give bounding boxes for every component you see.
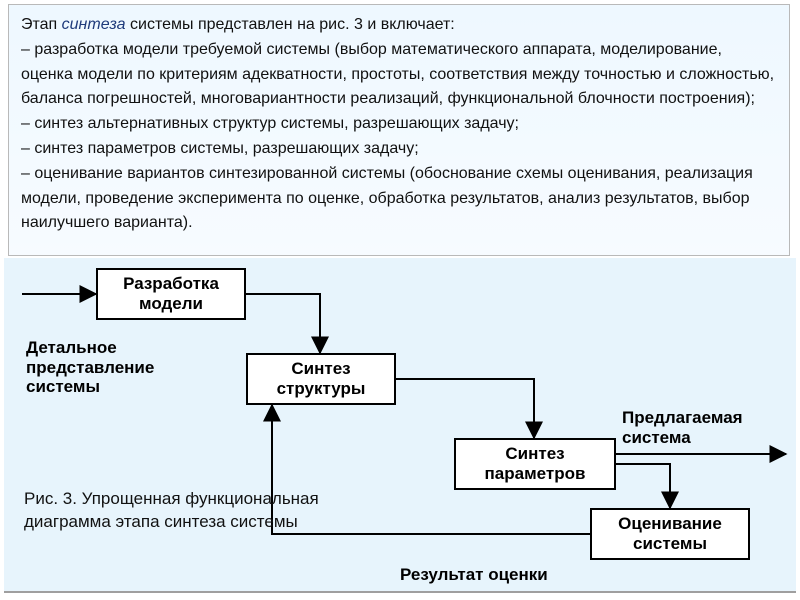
node-eval: Оцениваниесистемы <box>590 508 750 560</box>
bullet-1: – разработка модели требуемой системы (в… <box>21 38 777 112</box>
label-input: Детальноепредставлениесистемы <box>26 338 154 397</box>
node-label: Разработкамодели <box>123 274 219 313</box>
node-param-synth: Синтезпараметров <box>454 438 616 490</box>
node-label: Синтезструктуры <box>277 359 366 398</box>
intro-synth: синтеза <box>62 16 126 33</box>
bullet-4: – оценивание вариантов синтезированной с… <box>21 162 777 236</box>
intro-post: системы представлен на рис. 3 и включает… <box>126 16 455 33</box>
node-label: Синтезпараметров <box>485 444 586 483</box>
diagram-canvas: Разработкамодели Синтезструктуры Синтезп… <box>4 258 796 591</box>
figure-caption: Рис. 3. Упрощенная функциональнаядиаграм… <box>24 488 319 534</box>
bullet-3: – синтез параметров системы, разрешающих… <box>21 137 777 162</box>
intro-pre: Этап <box>21 16 62 33</box>
node-model-dev: Разработкамодели <box>96 268 246 320</box>
bullet-2: – синтез альтернативных структур системы… <box>21 112 777 137</box>
node-struct-synth: Синтезструктуры <box>246 353 396 405</box>
label-result: Результат оценки <box>400 565 548 585</box>
intro-line: Этап синтеза системы представлен на рис.… <box>21 13 777 38</box>
label-output: Предлагаемаясистема <box>622 408 743 447</box>
node-label: Оцениваниесистемы <box>618 514 722 553</box>
text-panel: Этап синтеза системы представлен на рис.… <box>8 4 790 256</box>
diagram-panel: Разработкамодели Синтезструктуры Синтезп… <box>4 258 796 593</box>
